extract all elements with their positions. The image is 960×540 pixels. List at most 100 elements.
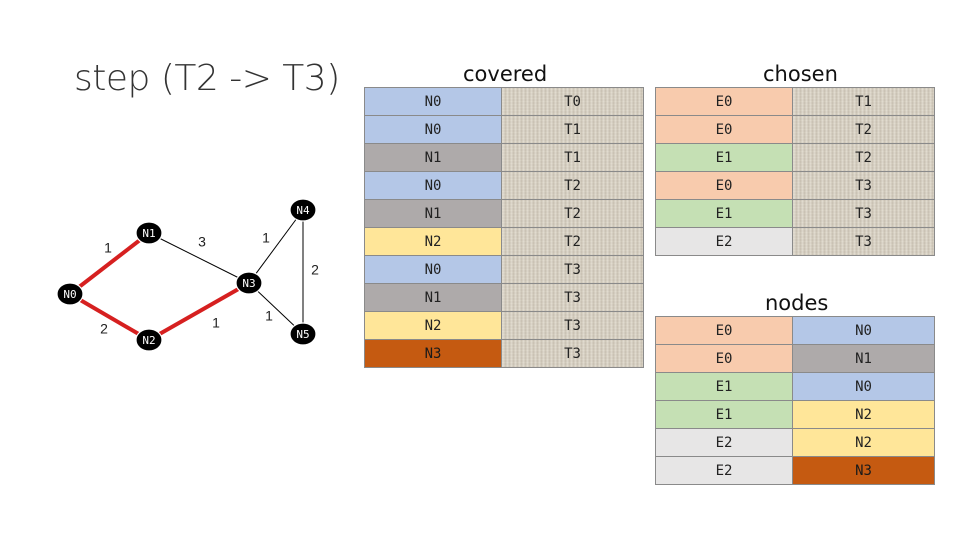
nodes-heading: nodes — [765, 291, 829, 315]
table-row: E0 T1 — [655, 87, 935, 116]
table-cell: N3 — [792, 456, 935, 485]
edge-weight-label: 1 — [212, 315, 220, 331]
node-label: N1 — [142, 227, 155, 240]
edge-weight-label: 1 — [265, 308, 273, 324]
table-row: N0 T1 — [364, 115, 644, 144]
table-row: E1 T3 — [655, 199, 935, 228]
table-cell: E1 — [655, 199, 793, 228]
table-cell: T3 — [792, 227, 935, 256]
table-row: N3 T3 — [364, 339, 644, 368]
node-circle — [289, 322, 317, 346]
edge-n2-n3 — [148, 281, 250, 342]
table-row: N1 T2 — [364, 199, 644, 228]
table-row: N2 T3 — [364, 311, 644, 340]
table-cell: N2 — [792, 400, 935, 429]
table-cell: T1 — [501, 143, 644, 172]
table-cell: T1 — [501, 115, 644, 144]
table-cell: E0 — [655, 316, 793, 345]
table-row: E0 N1 — [655, 344, 935, 373]
covered-heading: covered — [463, 62, 548, 86]
table-row: E2 N3 — [655, 456, 935, 485]
table-cell: E1 — [655, 143, 793, 172]
table-cell: N1 — [364, 283, 502, 312]
table-cell: T3 — [501, 283, 644, 312]
chosen-heading: chosen — [763, 62, 838, 86]
table-cell: T3 — [501, 339, 644, 368]
table-row: E1 N0 — [655, 372, 935, 401]
table-cell: N0 — [364, 87, 502, 116]
table-cell: T2 — [792, 115, 935, 144]
table-row: N1 T1 — [364, 143, 644, 172]
table-cell: N0 — [364, 171, 502, 200]
table-cell: E2 — [655, 227, 793, 256]
table-row: N0 T3 — [364, 255, 644, 284]
edge-n0-n1 — [68, 231, 151, 296]
edge-n3-n4 — [248, 209, 304, 284]
node-label: N2 — [142, 334, 155, 347]
table-cell: T3 — [792, 171, 935, 200]
table-cell: N0 — [364, 255, 502, 284]
table-cell: T3 — [501, 311, 644, 340]
edge-weight-label: 1 — [104, 240, 112, 256]
table-row: E0 N0 — [655, 316, 935, 345]
table-cell: T2 — [792, 143, 935, 172]
table-cell: N0 — [364, 115, 502, 144]
table-cell: E2 — [655, 428, 793, 457]
nodes-table: E0 N0 E0 N1 E1 N0 E1 N2 E2 N2 E2 N3 — [655, 316, 935, 485]
node-circle — [289, 198, 317, 222]
table-cell: E0 — [655, 115, 793, 144]
node-label: N5 — [296, 328, 309, 341]
table-row: N0 T2 — [364, 171, 644, 200]
table-cell: N2 — [364, 311, 502, 340]
table-cell: N3 — [364, 339, 502, 368]
table-cell: E2 — [655, 456, 793, 485]
table-row: E0 T3 — [655, 171, 935, 200]
table-row: N0 T0 — [364, 87, 644, 116]
table-row: E1 T2 — [655, 143, 935, 172]
table-cell: E1 — [655, 400, 793, 429]
table-cell: N0 — [792, 372, 935, 401]
table-cell: T2 — [501, 199, 644, 228]
node-label: N3 — [242, 277, 255, 290]
edge-weight-label: 1 — [262, 230, 270, 246]
chosen-table: E0 T1 E0 T2 E1 T2 E0 T3 E1 T3 E2 T3 — [655, 87, 935, 256]
table-cell: N1 — [364, 143, 502, 172]
node-label: N0 — [63, 288, 76, 301]
table-cell: N1 — [792, 344, 935, 373]
table-cell: N2 — [792, 428, 935, 457]
graph-node-n2: N2 — [135, 328, 163, 352]
graph-node-n3: N3 — [235, 271, 263, 295]
table-cell: T3 — [792, 199, 935, 228]
table-row: E2 N2 — [655, 428, 935, 457]
node-circle — [56, 282, 84, 306]
edge-n1-n3 — [148, 232, 250, 284]
graph-node-n5: N5 — [289, 322, 317, 346]
table-cell: T2 — [501, 227, 644, 256]
edge-weight-label: 2 — [100, 321, 108, 337]
covered-table: N0 T0 N0 T1 N1 T1 N0 T2 N1 T2 N2 T2 N0 T3 N1 T3 N2 T3 N3 T3 — [364, 87, 644, 368]
table-row: E2 T3 — [655, 227, 935, 256]
node-circle — [235, 271, 263, 295]
graph-node-n4: N4 — [289, 198, 317, 222]
table-row: E1 N2 — [655, 400, 935, 429]
node-circle — [135, 328, 163, 352]
graph-node-n0: N0 — [56, 282, 84, 306]
table-cell: N0 — [792, 316, 935, 345]
table-row: N1 T3 — [364, 283, 644, 312]
table-cell: T3 — [501, 255, 644, 284]
slide-title: step (T2 -> T3) — [74, 58, 340, 99]
table-cell: T2 — [501, 171, 644, 200]
table-cell: E0 — [655, 344, 793, 373]
node-circle — [135, 221, 163, 245]
table-cell: T1 — [792, 87, 935, 116]
table-cell: N2 — [364, 227, 502, 256]
edge-weight-label: 2 — [311, 262, 319, 278]
table-row: N2 T2 — [364, 227, 644, 256]
edge-weight-label: 3 — [198, 234, 206, 250]
edge-n0-n2 — [68, 292, 151, 342]
table-cell: E0 — [655, 171, 793, 200]
table-row: E0 T2 — [655, 115, 935, 144]
table-cell: E1 — [655, 372, 793, 401]
node-label: N4 — [296, 204, 310, 217]
